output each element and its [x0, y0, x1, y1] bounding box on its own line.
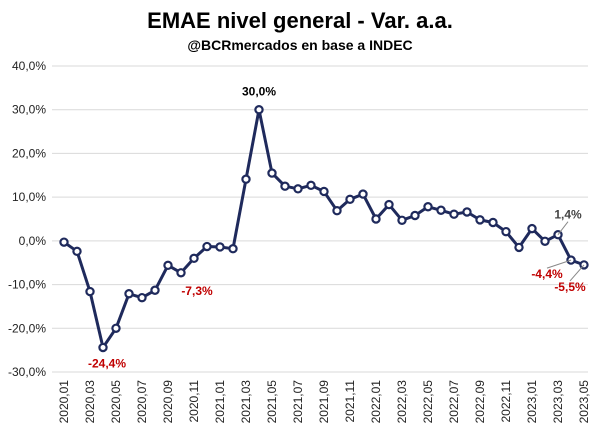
x-tick-label: 2020,07 [135, 380, 149, 424]
x-tick-label: 2021,09 [317, 380, 331, 424]
data-point [307, 182, 314, 189]
data-point [112, 325, 119, 332]
data-point [60, 239, 67, 246]
series-points-group [60, 106, 587, 351]
data-point [346, 196, 353, 203]
x-tick-label: 2023,01 [525, 380, 539, 424]
data-point [268, 170, 275, 177]
chart-subtitle: @BCRmercados en base a INDEC [187, 37, 412, 53]
data-point [515, 244, 522, 251]
annotation-label: -24,4% [88, 357, 126, 371]
annotation-label: 30,0% [242, 85, 276, 99]
data-point [320, 188, 327, 195]
y-tick-label: 10,0% [12, 190, 46, 204]
data-point [359, 190, 366, 197]
annotation-label: 1,4% [554, 208, 582, 222]
x-tick-label: 2021,07 [291, 380, 305, 424]
y-tick-label: 40,0% [12, 59, 46, 73]
data-point [541, 238, 548, 245]
x-tick-label: 2022,01 [369, 380, 383, 424]
data-point [333, 207, 340, 214]
x-axis-ticks: 2020,01 2020,03 2020,05 2020,07 2020,09 2020,… [57, 380, 591, 424]
x-tick-label: 2020,09 [161, 380, 175, 424]
gridlines [52, 66, 588, 372]
x-tick-label: 2020,11 [187, 380, 201, 423]
emae-line-chart: EMAE nivel general - Var. a.a. @BCRmerca… [0, 0, 600, 434]
x-tick-label: 2021,05 [265, 380, 279, 424]
x-tick-label: 2022,09 [473, 380, 487, 424]
chart-title: EMAE nivel general - Var. a.a. [147, 8, 453, 33]
x-tick-label: 2021,01 [213, 380, 227, 424]
data-point [125, 290, 132, 297]
data-point [424, 203, 431, 210]
data-point [164, 262, 171, 269]
data-point [242, 176, 249, 183]
data-point [281, 183, 288, 190]
data-point [151, 287, 158, 294]
annotation-leader [570, 265, 584, 281]
y-tick-label: 30,0% [12, 103, 46, 117]
chart-container: EMAE nivel general - Var. a.a. @BCRmerca… [0, 0, 600, 434]
x-tick-label: 2022,03 [395, 380, 409, 424]
x-tick-label: 2023,03 [551, 380, 565, 424]
data-point [99, 344, 106, 351]
data-point [190, 255, 197, 262]
x-tick-label: 2021,03 [239, 380, 253, 424]
data-point [411, 212, 418, 219]
y-tick-label: 0,0% [19, 234, 47, 248]
data-point [73, 248, 80, 255]
data-point [450, 211, 457, 218]
annotation-label: -5,5% [554, 280, 586, 294]
x-tick-label: 2021,11 [343, 380, 357, 423]
data-point [398, 217, 405, 224]
y-axis-ticks: 40,0% 30,0% 20,0% 10,0% 0,0% -10,0% -20,0% -30,… [8, 59, 46, 379]
data-point [489, 219, 496, 226]
x-tick-label: 2022,11 [499, 380, 513, 423]
y-tick-label: -30,0% [8, 365, 46, 379]
data-point [86, 288, 93, 295]
x-tick-label: 2022,05 [421, 380, 435, 424]
x-tick-label: 2023,05 [577, 380, 591, 424]
data-point [437, 207, 444, 214]
data-point [138, 294, 145, 301]
data-point [294, 185, 301, 192]
data-point [528, 225, 535, 232]
data-point [255, 106, 262, 113]
data-point [203, 243, 210, 250]
x-tick-label: 2020,05 [109, 380, 123, 424]
annotation-leader [558, 222, 568, 235]
x-tick-label: 2020,01 [57, 380, 71, 424]
x-tick-label: 2020,03 [83, 380, 97, 424]
data-point [372, 215, 379, 222]
annotations-group: 30,0%-24,4%-7,3%1,4%-4,4%-5,5% [88, 85, 586, 371]
data-point [216, 243, 223, 250]
y-tick-label: -10,0% [8, 278, 46, 292]
data-point [502, 228, 509, 235]
data-point [177, 269, 184, 276]
data-point [476, 216, 483, 223]
y-tick-label: -20,0% [8, 321, 46, 335]
data-point [229, 245, 236, 252]
y-tick-label: 20,0% [12, 146, 46, 160]
data-point [463, 208, 470, 215]
annotation-label: -7,3% [181, 284, 213, 298]
data-point [385, 201, 392, 208]
x-tick-label: 2022,07 [447, 380, 461, 424]
